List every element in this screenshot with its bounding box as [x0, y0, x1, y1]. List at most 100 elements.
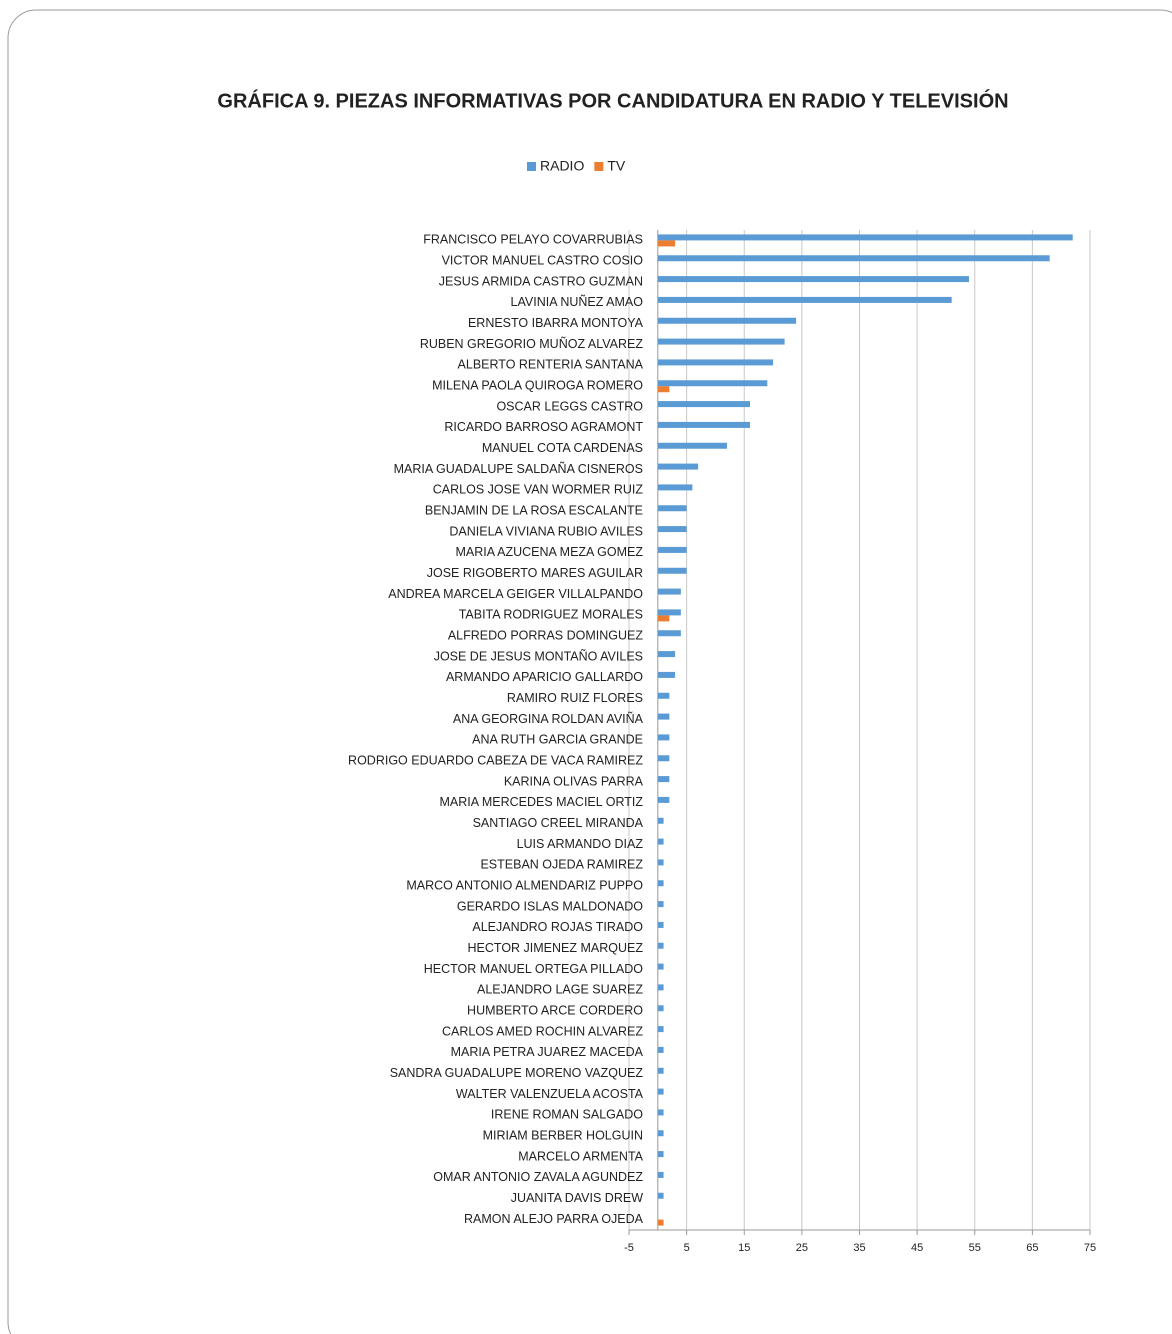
- bar: [657, 755, 670, 762]
- bar: [657, 567, 687, 574]
- bar: [657, 359, 774, 366]
- y-tick-label: HECTOR MANUEL ORTEGA PILLADO: [424, 962, 644, 976]
- y-tick-label: LUIS ARMANDO DIAZ: [517, 837, 644, 851]
- bar: [657, 1192, 664, 1199]
- y-tick-label: GERARDO ISLAS MALDONADO: [457, 899, 643, 913]
- bar: [657, 651, 676, 658]
- bar: [657, 1219, 664, 1226]
- x-tick-label: 75: [1084, 1242, 1096, 1254]
- bar: [657, 817, 664, 824]
- y-tick-label: HUMBERTO ARCE CORDERO: [467, 1004, 643, 1018]
- bar: [657, 240, 676, 247]
- bar: [657, 1046, 664, 1053]
- y-tick-label: OSCAR LEGGS CASTRO: [496, 399, 643, 413]
- bar: [657, 526, 687, 533]
- y-tick-label: TABITA RODRIGUEZ MORALES: [459, 608, 643, 622]
- bar: [657, 546, 687, 553]
- legend-label: TV: [607, 158, 626, 174]
- bar: [657, 1151, 664, 1158]
- y-tick-label: ALEJANDRO LAGE SUAREZ: [477, 983, 643, 997]
- bar: [657, 630, 681, 637]
- bar: [657, 901, 664, 908]
- y-tick-label: OMAR ANTONIO ZAVALA AGUNDEZ: [433, 1170, 643, 1184]
- bar: [657, 588, 681, 595]
- bar: [657, 421, 751, 428]
- x-tick-label: 5: [684, 1242, 690, 1254]
- bar: [657, 838, 664, 845]
- chart-title: GRÁFICA 9. PIEZAS INFORMATIVAS POR CANDI…: [217, 88, 1008, 112]
- y-tick-label: MARIA MERCEDES MACIEL ORTIZ: [439, 795, 643, 809]
- y-tick-label: ALEJANDRO ROJAS TIRADO: [472, 920, 643, 934]
- y-tick-label: ARMANDO APARICIO GALLARDO: [446, 670, 643, 684]
- bar: [657, 1088, 664, 1095]
- bar: [657, 776, 670, 783]
- bar: [657, 276, 969, 283]
- y-tick-label: JUANITA DAVIS DREW: [511, 1191, 643, 1205]
- bar: [657, 484, 693, 491]
- y-tick-label: CARLOS JOSE VAN WORMER RUIZ: [433, 483, 644, 497]
- bar: [657, 505, 687, 512]
- bar: [657, 380, 768, 387]
- bar: [657, 338, 785, 345]
- y-tick-label: DANIELA VIVIANA RUBIO AVILES: [449, 524, 643, 538]
- bar: [657, 609, 681, 616]
- bar: [657, 880, 664, 887]
- y-tick-label: ESTEBAN OJEDA RAMIREZ: [480, 858, 643, 872]
- y-tick-label: ALBERTO RENTERIA SANTANA: [458, 358, 644, 372]
- y-tick-label: WALTER VALENZUELA ACOSTA: [456, 1087, 644, 1101]
- legend-swatch: [594, 162, 604, 171]
- bar: [657, 1067, 664, 1074]
- bar: [657, 1130, 664, 1137]
- bar: [657, 671, 676, 678]
- legend-label: RADIO: [540, 158, 584, 174]
- y-tick-label: HECTOR JIMENEZ MARQUEZ: [468, 941, 644, 955]
- bar: [657, 296, 952, 303]
- y-tick-label: RICARDO BARROSO AGRAMONT: [444, 420, 643, 434]
- bar: [657, 1005, 664, 1012]
- x-tick-label: 45: [911, 1242, 923, 1254]
- y-tick-label: MIRIAM BERBER HOLGUIN: [483, 1129, 643, 1143]
- y-tick-label: SANDRA GUADALUPE MORENO VAZQUEZ: [390, 1066, 644, 1080]
- bar: [657, 796, 670, 803]
- y-tick-label: MILENA PAOLA QUIROGA ROMERO: [432, 379, 643, 393]
- bar: [657, 234, 1073, 241]
- y-tick-label: RAMON ALEJO PARRA OJEDA: [464, 1212, 644, 1226]
- x-tick-label: 35: [853, 1242, 865, 1254]
- card: [7, 9, 1172, 1334]
- x-tick-label: 15: [738, 1242, 750, 1254]
- bar: [657, 859, 664, 866]
- y-tick-label: JESUS ARMIDA CASTRO GUZMAN: [439, 274, 643, 288]
- bar: [657, 615, 670, 622]
- y-tick-label: ANA RUTH GARCIA GRANDE: [472, 733, 643, 747]
- y-tick-label: JOSE DE JESUS MONTAÑO AVILES: [434, 649, 643, 663]
- y-tick-label: FRANCISCO PELAYO COVARRUBIAS: [423, 233, 643, 247]
- y-tick-label: MARIA GUADALUPE SALDAÑA CISNEROS: [394, 462, 643, 476]
- y-tick-label: SANTIAGO CREEL MIRANDA: [473, 816, 644, 830]
- bar: [657, 386, 670, 393]
- y-tick-label: VICTOR MANUEL CASTRO COSIO: [442, 254, 644, 268]
- x-tick-label: -5: [624, 1242, 634, 1254]
- bar: [657, 963, 664, 970]
- y-tick-label: ANDREA MARCELA GEIGER VILLALPANDO: [388, 587, 643, 601]
- bar: [657, 442, 727, 449]
- bar: [657, 942, 664, 949]
- y-tick-label: MARIA AZUCENA MEZA GOMEZ: [455, 545, 643, 559]
- bar: [657, 692, 670, 699]
- bar: [657, 1026, 664, 1033]
- bar: [657, 1109, 664, 1116]
- y-tick-label: RAMIRO RUIZ FLORES: [507, 691, 643, 705]
- legend-swatch: [527, 162, 536, 171]
- y-tick-label: MARIA PETRA JUAREZ MACEDA: [451, 1045, 644, 1059]
- bar: [657, 401, 751, 408]
- x-tick-label: 55: [969, 1242, 981, 1254]
- y-tick-label: BENJAMIN DE LA ROSA ESCALANTE: [425, 504, 643, 518]
- y-tick-label: MANUEL COTA CARDENAS: [482, 441, 643, 455]
- x-tick-label: 25: [796, 1242, 808, 1254]
- y-tick-label: ANA GEORGINA ROLDAN AVIÑA: [453, 712, 644, 726]
- bar: [657, 255, 1050, 262]
- y-tick-label: IRENE ROMAN SALGADO: [491, 1108, 643, 1122]
- bar: [657, 984, 664, 991]
- bar: [657, 734, 670, 741]
- y-tick-label: MARCO ANTONIO ALMENDARIZ PUPPO: [406, 879, 643, 893]
